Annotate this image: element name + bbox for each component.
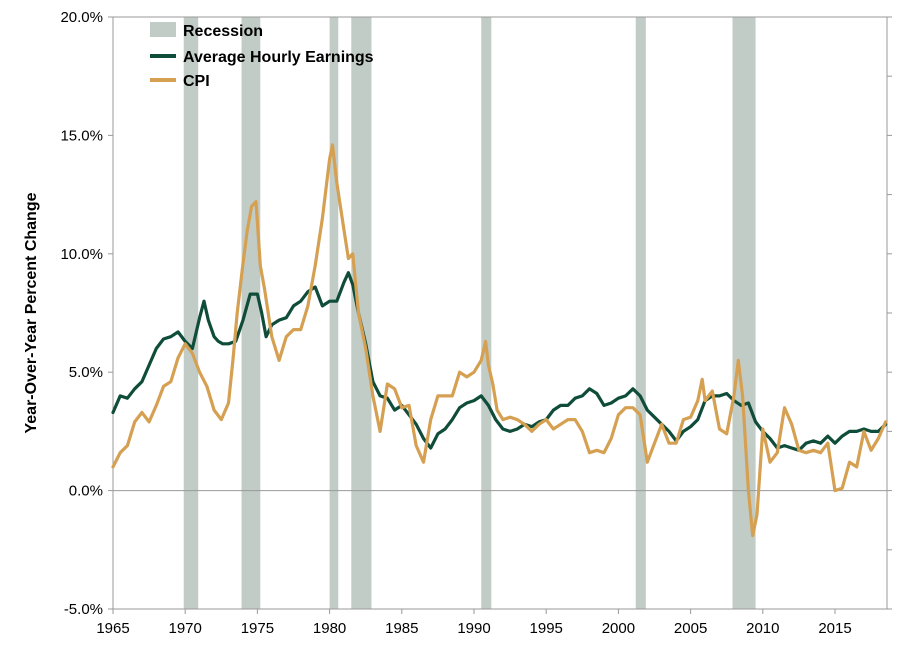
x-tick-label: 2010 [746,620,779,637]
recession-band [732,17,756,609]
x-tick-label: 1980 [313,620,346,637]
recession-band [351,17,372,609]
x-tick-label: 2000 [602,620,635,637]
y-tick-label: 5.0% [69,364,103,381]
legend-swatch-cpi [150,78,176,82]
legend-label-recession: Recession [183,23,263,40]
legend-swatch-earnings [150,54,176,58]
y-tick-label: 15.0% [60,127,103,144]
recession-band [183,17,199,609]
axis-ticks: -5.0% 0.0% 5.0% 10.0% 15.0% 20.0% 1965 1970 1975… [60,9,892,637]
y-axis-title: Year-Over-Year Percent Change [23,192,40,433]
x-tick-label: 1965 [96,620,129,637]
recession-band [481,17,492,609]
x-tick-label: 1985 [385,620,418,637]
recession-band [329,17,339,609]
y-tick-label: 0.0% [69,483,103,500]
recession-bands [183,17,756,609]
series-line-average-hourly-earnings [111,271,888,452]
chart-axes [112,16,888,610]
y-tick-label: 20.0% [60,9,103,26]
y-tick-label: -5.0% [64,601,103,618]
x-tick-label: 2015 [818,620,851,637]
legend: Recession Average Hourly Earnings CPI [150,22,374,90]
series-line-cpi [111,143,888,538]
legend-label-earnings: Average Hourly Earnings [183,49,374,66]
legend-swatch-recession [150,22,176,37]
x-tick-label: 1970 [169,620,202,637]
y-tick-label: 10.0% [60,246,103,263]
x-tick-label: 1975 [241,620,274,637]
legend-label-cpi: CPI [183,73,210,90]
series-lines [111,143,888,538]
x-tick-label: 1990 [457,620,490,637]
recession-band [635,17,646,609]
x-tick-label: 1995 [530,620,563,637]
recession-band [241,17,261,609]
x-tick-label: 2005 [674,620,707,637]
